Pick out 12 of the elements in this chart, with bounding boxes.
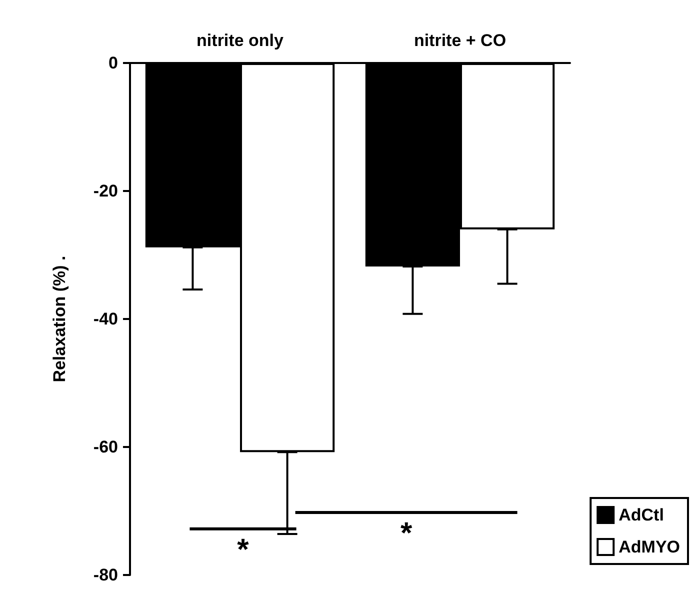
y-tick-label: -40 (93, 310, 118, 328)
x-tick-label: nitrite only (196, 31, 284, 50)
y-tick-label: -20 (93, 182, 118, 200)
x-tick-label: nitrite + CO (414, 31, 506, 50)
annotation: * (237, 533, 250, 566)
y-tick-label: -60 (93, 438, 118, 456)
y-tick-label: 0 (108, 54, 118, 72)
legend-label: AdCtl (618, 506, 664, 524)
y-axis-title: Relaxation (%) . (50, 256, 69, 382)
y-tick-label: -80 (93, 566, 118, 584)
legend-label: AdMYO (618, 538, 680, 556)
annotation: * (400, 517, 412, 550)
